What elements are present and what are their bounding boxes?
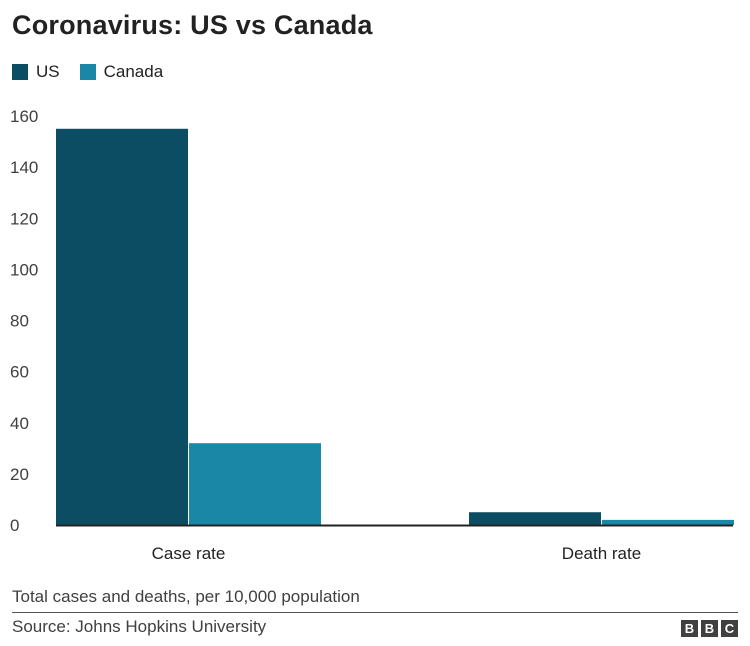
bbc-logo-letter: B [701, 620, 718, 637]
footer-divider [12, 612, 738, 613]
y-tick-label: 120 [10, 209, 38, 228]
bar-us-case-rate [56, 128, 188, 525]
chart-source: Source: Johns Hopkins University [12, 617, 267, 636]
legend-label-canada: Canada [103, 62, 164, 81]
y-tick-label: 60 [10, 363, 29, 382]
x-category-label: Case rate [152, 544, 226, 563]
bar-canada-death-rate [602, 519, 734, 525]
legend-label-us: US [36, 62, 60, 81]
bar-us-death-rate [469, 512, 601, 525]
bbc-logo: B B C [681, 620, 738, 637]
legend-swatch-canada [79, 64, 96, 80]
legend-swatch-us [12, 64, 28, 80]
y-tick-label: 40 [10, 414, 29, 433]
chart-footnote: Total cases and deaths, per 10,000 popul… [12, 587, 360, 606]
y-tick-label: 160 [10, 107, 38, 126]
x-category-label: Death rate [562, 544, 641, 563]
bbc-logo-letter: C [721, 620, 738, 637]
y-tick-label: 0 [10, 516, 19, 535]
y-tick-label: 100 [10, 260, 38, 279]
legend-item-canada: Canada [79, 62, 164, 82]
chart-title: Coronavirus: US vs Canada [12, 10, 373, 40]
legend-item-us: US [12, 62, 60, 82]
y-tick-label: 80 [10, 312, 29, 331]
y-tick-label: 20 [10, 465, 29, 484]
y-tick-label: 140 [10, 158, 38, 177]
bbc-logo-letter: B [681, 620, 698, 637]
legend: US Canada [12, 62, 183, 82]
bar-chart: 0 20 40 60 80 100 120 140 160 Case rate Death rate [10, 107, 734, 563]
bar-canada-case-rate [189, 443, 321, 525]
